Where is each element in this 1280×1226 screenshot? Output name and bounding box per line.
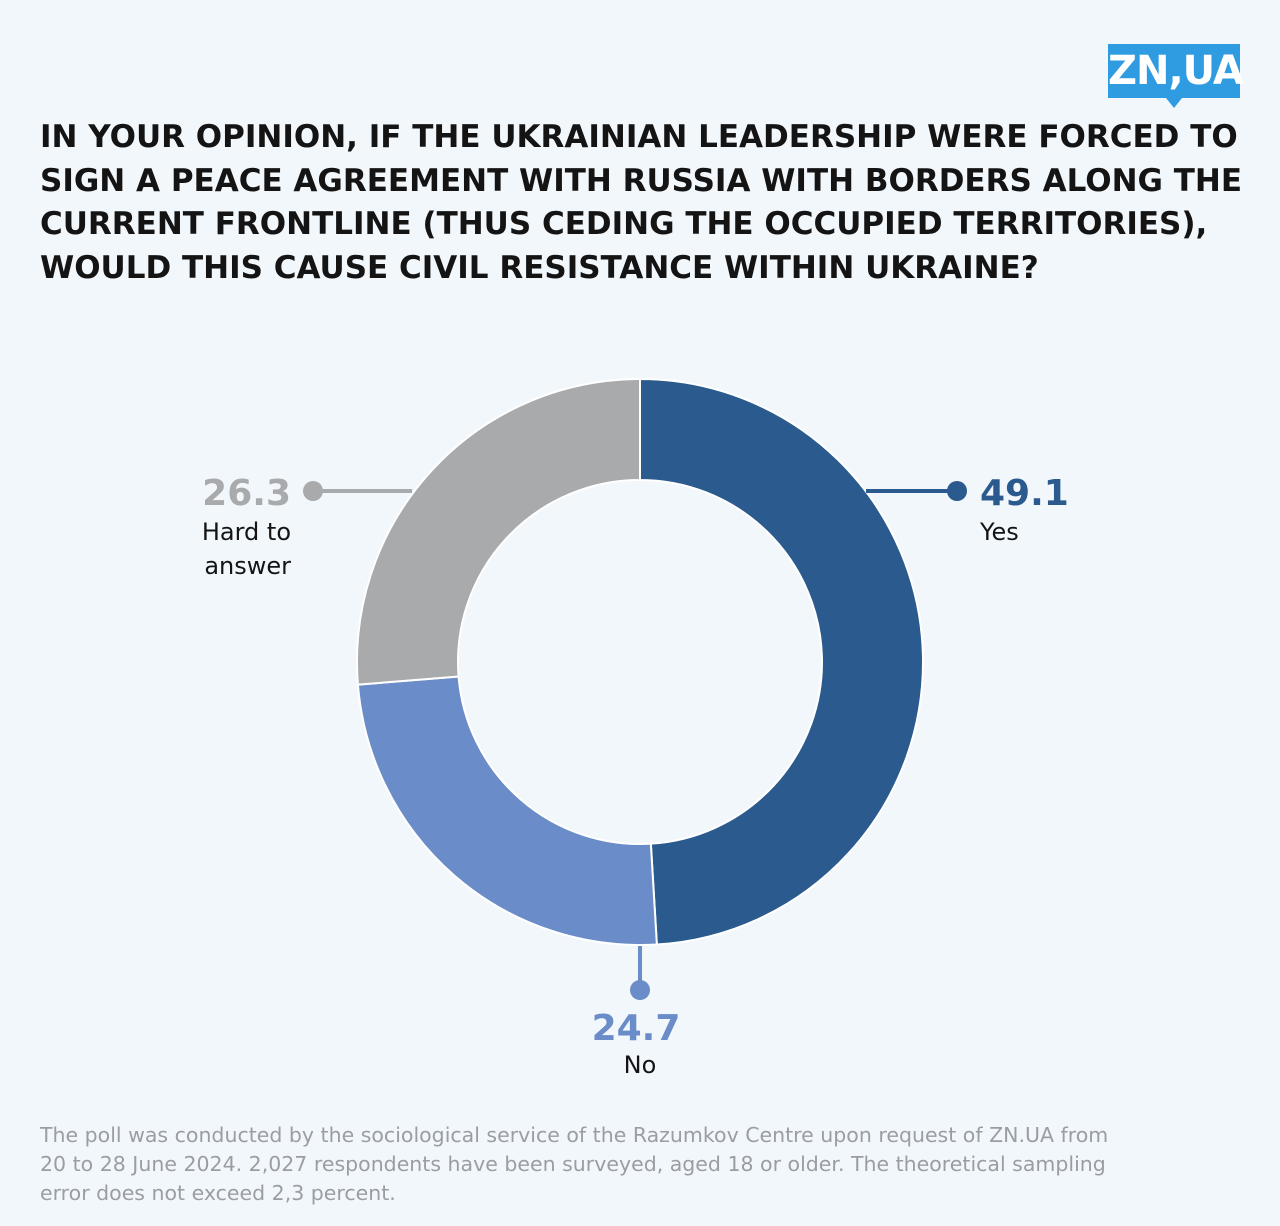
value-label-hard: 26.3	[202, 473, 291, 514]
logo-tail	[1166, 98, 1182, 108]
logo-background	[1108, 44, 1240, 98]
chart-title: IN YOUR OPINION, IF THE UKRAINIAN LEADER…	[40, 119, 1243, 286]
donut-slices	[356, 377, 924, 946]
leader-lines	[303, 481, 967, 1000]
footnote: The poll was conducted by the sociologic…	[40, 1123, 1109, 1205]
logo-text: ZN,UA	[1108, 48, 1244, 94]
leader-dot-no	[630, 980, 650, 1000]
category-label-yes: Yes	[979, 518, 1019, 546]
donut-chart: 49.1 Yes 24.7No 26.3 Hard to answer	[202, 377, 1069, 1079]
donut-slice-no	[356, 675, 658, 946]
leader-dot-hard	[303, 481, 323, 501]
donut-slice-yes	[639, 377, 924, 946]
donut-slice-hard	[356, 377, 641, 686]
category-label-no: No	[624, 1051, 657, 1079]
category-label-hard-2: answer	[204, 552, 291, 580]
value-label-no: 24.7	[592, 1008, 681, 1049]
zn-ua-logo: ZN,UA	[1108, 44, 1244, 108]
category-label-hard-1: Hard to	[202, 518, 291, 546]
slice-labels: 49.1 Yes 24.7No 26.3 Hard to answer	[202, 473, 1069, 1079]
value-label-yes: 49.1	[980, 473, 1069, 514]
leader-dot-yes	[947, 481, 967, 501]
